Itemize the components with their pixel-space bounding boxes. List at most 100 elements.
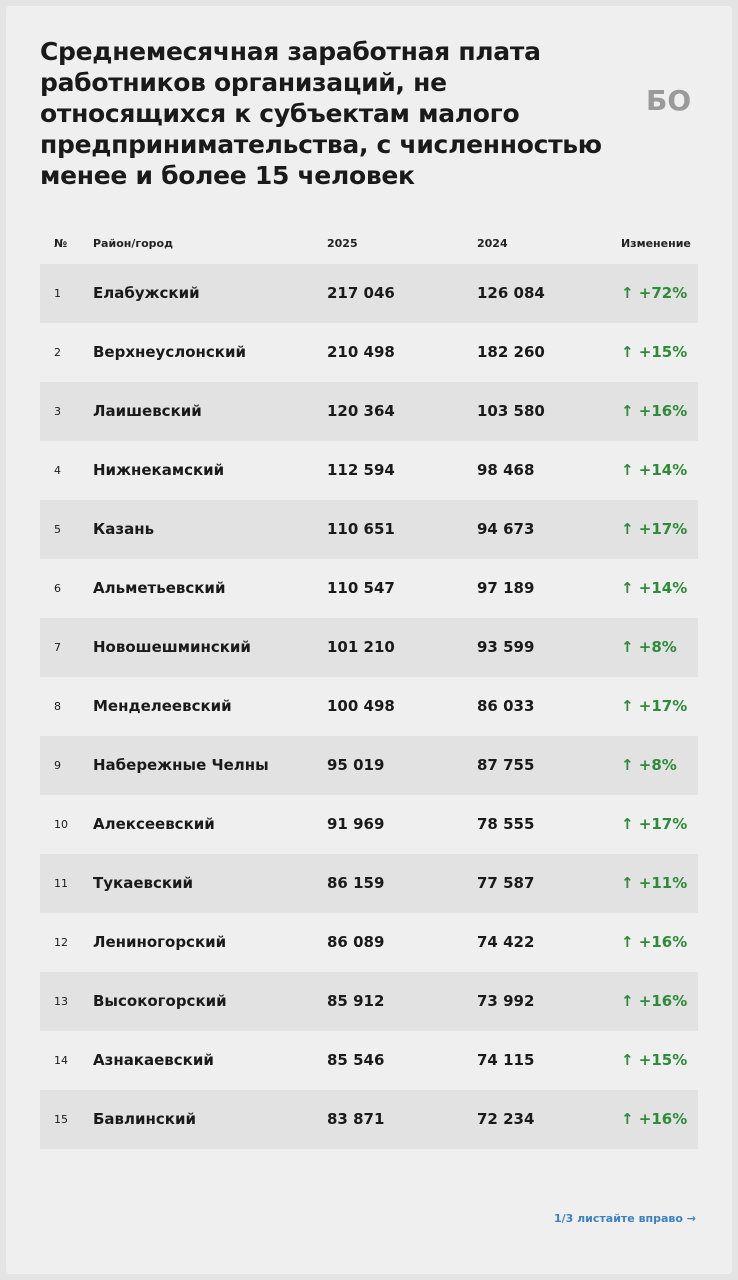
change: ↑ +17% xyxy=(621,815,688,833)
value-2024: 126 084 xyxy=(477,284,545,302)
rank: 10 xyxy=(54,818,68,831)
table-row: 1 Елабужский 217 046 126 084 ↑ +72% xyxy=(40,264,698,323)
rank: 2 xyxy=(54,346,61,359)
district: Менделеевский xyxy=(93,697,232,715)
value-2025: 85 546 xyxy=(327,1051,385,1069)
rank: 5 xyxy=(54,523,61,536)
change: ↑ +11% xyxy=(621,874,688,892)
district: Новошешминский xyxy=(93,638,251,656)
district: Высокогорский xyxy=(93,992,227,1010)
value-2025: 110 547 xyxy=(327,579,395,597)
column-header: Изменение xyxy=(621,237,691,250)
value-2024: 72 234 xyxy=(477,1110,535,1128)
change: ↑ +16% xyxy=(621,992,688,1010)
change: ↑ +8% xyxy=(621,638,677,656)
table-row: 6 Альметьевский 110 547 97 189 ↑ +14% xyxy=(40,559,698,618)
table-row: 11 Тукаевский 86 159 77 587 ↑ +11% xyxy=(40,854,698,913)
district: Алексеевский xyxy=(93,815,215,833)
value-2025: 112 594 xyxy=(327,461,395,479)
table-row: 3 Лаишевский 120 364 103 580 ↑ +16% xyxy=(40,382,698,441)
rank: 4 xyxy=(54,464,61,477)
rank: 12 xyxy=(54,936,68,949)
rank: 14 xyxy=(54,1054,68,1067)
value-2025: 100 498 xyxy=(327,697,395,715)
column-header: № xyxy=(54,237,68,250)
district: Казань xyxy=(93,520,155,538)
district: Нижнекамский xyxy=(93,461,225,479)
table-row: 8 Менделеевский 100 498 86 033 ↑ +17% xyxy=(40,677,698,736)
rank: 13 xyxy=(54,995,68,1008)
district: Лениногорский xyxy=(93,933,227,951)
table-row: 9 Набережные Челны 95 019 87 755 ↑ +8% xyxy=(40,736,698,795)
value-2025: 83 871 xyxy=(327,1110,385,1128)
value-2024: 78 555 xyxy=(477,815,535,833)
table-row: 14 Азнакаевский 85 546 74 115 ↑ +15% xyxy=(40,1031,698,1090)
pager[interactable]: 1/3 листайте вправо → xyxy=(553,1212,696,1225)
column-header: Район/город xyxy=(93,237,173,250)
value-2025: 217 046 xyxy=(327,284,395,302)
rank: 15 xyxy=(54,1113,68,1126)
change: ↑ +17% xyxy=(621,520,688,538)
value-2024: 98 468 xyxy=(477,461,535,479)
value-2024: 182 260 xyxy=(477,343,545,361)
value-2024: 103 580 xyxy=(477,402,545,420)
district: Верхнеуслонский xyxy=(93,343,246,361)
change: ↑ +15% xyxy=(621,343,688,361)
value-2024: 93 599 xyxy=(477,638,535,656)
district: Тукаевский xyxy=(93,874,194,892)
value-2024: 74 115 xyxy=(477,1051,535,1069)
logo: БО xyxy=(646,84,692,117)
district: Лаишевский xyxy=(93,402,202,420)
title: Среднемесячная заработная плата работник… xyxy=(40,37,602,190)
value-2025: 110 651 xyxy=(327,520,395,538)
value-2024: 77 587 xyxy=(477,874,535,892)
rank: 3 xyxy=(54,405,61,418)
change: ↑ +17% xyxy=(621,697,688,715)
value-2025: 120 364 xyxy=(327,402,395,420)
column-header: 2024 xyxy=(477,237,508,250)
value-2024: 87 755 xyxy=(477,756,535,774)
change: ↑ +8% xyxy=(621,756,677,774)
table-row: 5 Казань 110 651 94 673 ↑ +17% xyxy=(40,500,698,559)
value-2025: 95 019 xyxy=(327,756,385,774)
table-row: 4 Нижнекамский 112 594 98 468 ↑ +14% xyxy=(40,441,698,500)
table-row: 12 Лениногорский 86 089 74 422 ↑ +16% xyxy=(40,913,698,972)
change: ↑ +14% xyxy=(621,579,688,597)
change: ↑ +16% xyxy=(621,402,688,420)
value-2024: 73 992 xyxy=(477,992,535,1010)
change: ↑ +15% xyxy=(621,1051,688,1069)
value-2025: 210 498 xyxy=(327,343,395,361)
change: ↑ +16% xyxy=(621,933,688,951)
table-row: 2 Верхнеуслонский 210 498 182 260 ↑ +15% xyxy=(40,323,698,382)
value-2024: 74 422 xyxy=(477,933,535,951)
table-row: 7 Новошешминский 101 210 93 599 ↑ +8% xyxy=(40,618,698,677)
district: Набережные Челны xyxy=(93,756,269,774)
district: Азнакаевский xyxy=(93,1051,214,1069)
table-row: 13 Высокогорский 85 912 73 992 ↑ +16% xyxy=(40,972,698,1031)
change: ↑ +14% xyxy=(621,461,688,479)
table-row: 15 Бавлинский 83 871 72 234 ↑ +16% xyxy=(40,1090,698,1149)
header-row: № Район/город 2025 2024 Изменение xyxy=(40,229,698,259)
value-2025: 86 159 xyxy=(327,874,385,892)
value-2024: 97 189 xyxy=(477,579,535,597)
district: Альметьевский xyxy=(93,579,226,597)
column-header: 2025 xyxy=(327,237,358,250)
change: ↑ +72% xyxy=(621,284,688,302)
value-2024: 86 033 xyxy=(477,697,535,715)
rank: 11 xyxy=(54,877,68,890)
district: Бавлинский xyxy=(93,1110,197,1128)
rank: 8 xyxy=(54,700,61,713)
page: Среднемесячная заработная плата работник… xyxy=(6,6,732,1274)
value-2025: 86 089 xyxy=(327,933,385,951)
rank: 6 xyxy=(54,582,61,595)
value-2025: 85 912 xyxy=(327,992,385,1010)
value-2024: 94 673 xyxy=(477,520,535,538)
value-2025: 91 969 xyxy=(327,815,385,833)
rank: 7 xyxy=(54,641,61,654)
value-2025: 101 210 xyxy=(327,638,395,656)
district: Елабужский xyxy=(93,284,200,302)
rank: 9 xyxy=(54,759,61,772)
rank: 1 xyxy=(54,287,61,300)
change: ↑ +16% xyxy=(621,1110,688,1128)
table-row: 10 Алексеевский 91 969 78 555 ↑ +17% xyxy=(40,795,698,854)
